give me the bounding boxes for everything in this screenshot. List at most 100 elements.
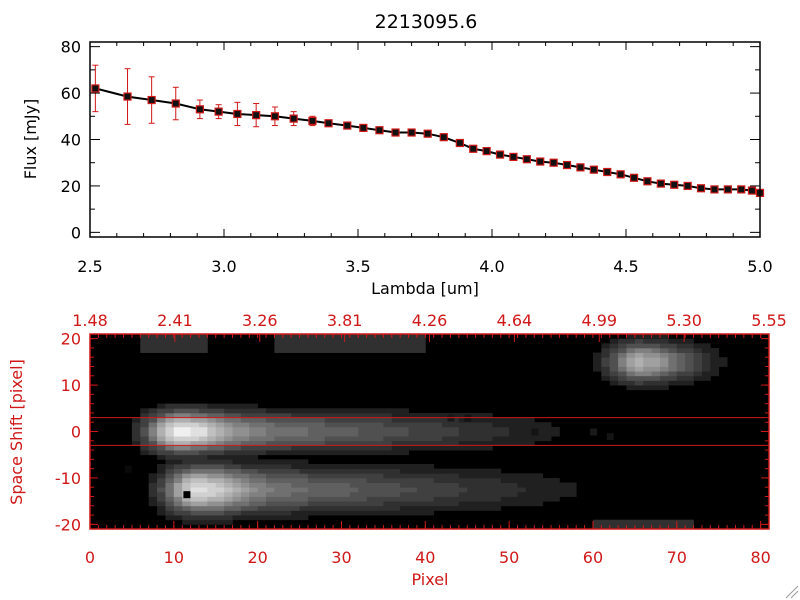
image-cell [643, 334, 653, 340]
image-cell [416, 487, 426, 493]
image-cell [165, 408, 175, 414]
image-cell [333, 482, 342, 488]
image-cell [375, 496, 384, 502]
image-cell [157, 347, 166, 353]
image-cell [324, 417, 334, 423]
image-cell [207, 422, 217, 428]
image-cell [693, 366, 703, 372]
image-cell [475, 505, 485, 511]
image-cell [299, 450, 309, 456]
image-cell [240, 417, 250, 423]
image-cell [375, 491, 384, 497]
image-cell [375, 487, 384, 493]
image-cell [299, 510, 309, 516]
image-cell [676, 524, 686, 530]
image-cell [366, 468, 376, 474]
image-cell [157, 473, 166, 479]
image-cell [257, 408, 267, 414]
y-tick-label: -10 [55, 469, 81, 488]
image-cell [307, 408, 317, 414]
image-cell [333, 422, 342, 428]
image-cell [400, 464, 409, 470]
image-cell [660, 519, 669, 525]
image-cell [391, 422, 401, 428]
image-cell [676, 366, 686, 372]
image-cell [224, 515, 233, 521]
image-cell [274, 482, 284, 488]
image-cell [249, 510, 259, 516]
image-cell [165, 431, 175, 437]
image-cell [224, 454, 233, 460]
image-cell [592, 519, 602, 525]
image-cell [165, 343, 175, 349]
data-point [495, 150, 505, 159]
image-cell [257, 412, 267, 418]
image-cell [517, 487, 527, 493]
image-cell [182, 505, 191, 511]
image-cell [349, 450, 359, 456]
image-cell [341, 440, 351, 446]
image-cell [710, 371, 720, 377]
image-cell [643, 352, 653, 358]
x-tick-label: 80 [750, 548, 770, 567]
image-cell [224, 464, 233, 470]
image-cell [400, 412, 409, 418]
image-cell [525, 477, 535, 483]
image-cell [483, 431, 493, 437]
image-cell [274, 487, 284, 493]
data-point [562, 160, 572, 170]
image-cell [433, 436, 443, 442]
image-cell [182, 487, 191, 493]
image-cell [333, 450, 342, 456]
image-cell [341, 477, 351, 483]
image-cell [215, 515, 225, 521]
image-cell [442, 487, 451, 493]
image-cell [173, 334, 183, 340]
image-cell [215, 482, 225, 488]
image-cell [634, 338, 644, 344]
image-cell [626, 380, 636, 386]
image-cell [274, 338, 284, 344]
image-cell [173, 505, 183, 511]
image-cell [609, 361, 619, 367]
image-cell [475, 436, 485, 442]
image-cell [341, 445, 351, 451]
image-cell [165, 464, 175, 470]
image-cell [182, 417, 191, 423]
image-cell [626, 524, 636, 530]
resize-grip-icon[interactable] [785, 585, 799, 599]
image-cell [182, 334, 191, 340]
image-cell [408, 501, 418, 507]
image-cell [299, 501, 309, 507]
image-cell [282, 422, 292, 428]
image-cell [358, 338, 368, 344]
image-cell [349, 468, 359, 474]
image-cell [291, 347, 300, 353]
image-cell [391, 477, 401, 483]
image-cell [400, 505, 409, 511]
image-cell [299, 487, 309, 493]
image-cell [442, 431, 451, 437]
image-cell [366, 347, 376, 353]
image-cell [634, 352, 644, 358]
image-cell [291, 426, 300, 432]
image-cell [483, 468, 493, 474]
image-cell [433, 491, 443, 497]
image-cell [140, 440, 150, 446]
image-cell [366, 491, 376, 497]
image-cell [408, 436, 418, 442]
image-cell [148, 450, 158, 456]
image-cell [341, 491, 351, 497]
image-cell [224, 482, 233, 488]
image-cell [651, 380, 661, 386]
image-cell [366, 445, 376, 451]
image-cell [333, 431, 342, 437]
image-cell [651, 352, 661, 358]
image-cell [551, 496, 560, 502]
image-cell [182, 426, 191, 432]
image-cell [458, 487, 468, 493]
image-cell [215, 477, 225, 483]
image-cell [433, 445, 443, 451]
image-cell [249, 468, 259, 474]
image-cell [307, 450, 317, 456]
